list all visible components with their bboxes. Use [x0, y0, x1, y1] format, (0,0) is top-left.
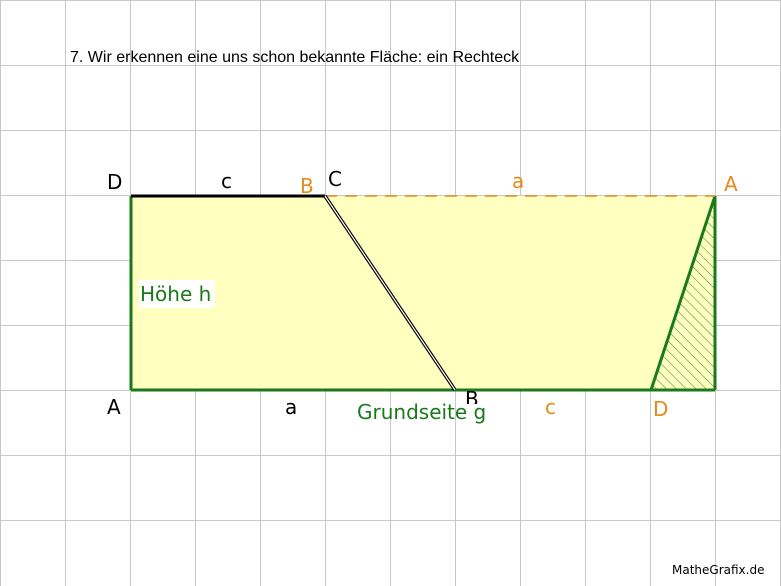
label-b-orange: B: [300, 174, 314, 198]
label-d-bottom: D: [653, 397, 668, 421]
rectangle-area: [131, 196, 715, 390]
label-c-top: c: [221, 169, 232, 193]
cut-line: [323, 195, 457, 391]
brand-text: MatheGrafix.de: [672, 563, 764, 577]
label-a-vertex-orange: A: [724, 172, 738, 196]
label-c-bottom: c: [545, 395, 556, 419]
label-c-vertex: C: [328, 167, 342, 191]
label-hoehe: Höhe h: [140, 282, 211, 306]
label-b-cover: [460, 404, 490, 426]
rectangle-outline: [129, 195, 717, 392]
label-a-bottom: a: [285, 395, 297, 419]
label-a-bottom-vertex: A: [107, 395, 121, 419]
label-d-top: D: [107, 170, 122, 194]
hoehe-label-background: [139, 280, 215, 308]
task-title: 7. Wir erkennen eine uns schon bekannte …: [70, 49, 520, 66]
label-grundseite: Grundseite g: [357, 400, 486, 424]
label-a-top: a: [512, 169, 524, 193]
